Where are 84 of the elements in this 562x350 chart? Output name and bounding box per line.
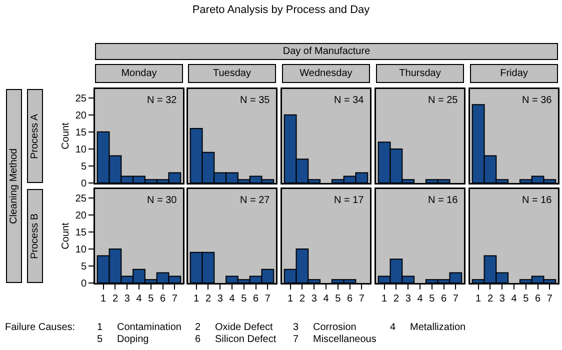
- x-tick-label: 6: [160, 294, 166, 304]
- x-tick-label: 1: [194, 294, 200, 304]
- x-tick-label: 1: [476, 294, 482, 304]
- chart-title: Thursday: [376, 64, 464, 83]
- text: Doping: [117, 334, 149, 345]
- chart-title: Monday: [95, 64, 183, 83]
- text: Corrosion: [313, 322, 356, 333]
- x-tick-label: 3: [124, 294, 130, 304]
- text: 1: [97, 322, 103, 333]
- text: 2: [195, 322, 201, 333]
- y-axis-title: Count: [60, 222, 72, 250]
- x-tick-label: 6: [253, 294, 259, 304]
- x-tick-label: 2: [393, 294, 400, 304]
- annotation: N = 35: [240, 95, 270, 106]
- x-tick-label: 7: [452, 294, 459, 304]
- x-tick-label: 1: [100, 294, 107, 304]
- x-tick-label: 7: [172, 294, 178, 304]
- x-tick-label: 4: [323, 294, 330, 304]
- annotation: N = 34: [334, 95, 364, 106]
- x-tick-label: 3: [311, 294, 318, 304]
- y-tick-label: 15: [75, 127, 87, 138]
- y-tick-label: 25: [75, 193, 87, 204]
- chart-title: Friday: [470, 64, 558, 83]
- x-tick-label: 7: [264, 294, 271, 304]
- annotation: N = 16: [428, 195, 458, 206]
- annotation: N = 16: [522, 195, 552, 206]
- text: Contamination: [117, 322, 182, 333]
- text: Cleaning Method: [6, 89, 22, 283]
- y-tick-label: 20: [75, 210, 87, 222]
- y-tick-label: 5: [80, 261, 87, 272]
- y-tick-label: 5: [80, 161, 87, 172]
- x-tick-label: 4: [511, 294, 518, 304]
- y-tick-label: 10: [75, 244, 87, 256]
- x-tick-label: 6: [535, 294, 541, 304]
- x-tick-label: 5: [148, 294, 154, 304]
- y-tick-label: 15: [75, 227, 87, 238]
- x-tick-label: 2: [299, 294, 306, 304]
- text: 3: [293, 322, 299, 333]
- text: Process A: [27, 89, 43, 183]
- text: Metallization: [410, 322, 466, 333]
- x-tick-label: 2: [205, 294, 212, 304]
- x-tick-label: 1: [382, 294, 388, 304]
- y-axis-title: Count: [60, 122, 72, 150]
- text: 4: [390, 322, 396, 333]
- text: Pareto Analysis by Process and Day: [191, 4, 371, 16]
- chart-title: Wednesday: [282, 64, 370, 83]
- y-tick-label: 0: [80, 278, 87, 290]
- x-tick-label: 6: [441, 294, 447, 304]
- annotation: N = 25: [428, 95, 458, 106]
- x-tick-label: 4: [229, 294, 236, 304]
- y-tick-label: 10: [75, 144, 87, 156]
- x-tick-label: 5: [429, 294, 436, 304]
- annotation: N = 32: [147, 95, 178, 106]
- x-tick-label: 3: [217, 294, 224, 304]
- chart-title: Tuesday: [188, 64, 276, 83]
- x-tick-label: 5: [241, 294, 248, 304]
- text: 7: [293, 334, 299, 345]
- x-tick-label: 4: [417, 294, 424, 304]
- x-tick-label: 2: [112, 294, 118, 304]
- text: Oxide Defect: [215, 322, 273, 333]
- text: Process B: [27, 189, 43, 283]
- x-tick-label: 7: [358, 294, 365, 304]
- y-tick-label: 25: [75, 93, 87, 104]
- annotation: N = 17: [334, 195, 364, 206]
- x-tick-label: 1: [288, 294, 294, 304]
- x-tick-label: 5: [523, 294, 530, 304]
- text: Miscellaneous: [313, 334, 376, 345]
- annotation: N = 27: [240, 195, 270, 206]
- x-tick-label: 5: [335, 294, 342, 304]
- x-tick-label: 7: [546, 294, 553, 304]
- x-tick-label: 6: [347, 294, 353, 304]
- annotation: N = 30: [147, 195, 178, 206]
- text: Day of Manufacture: [95, 43, 558, 60]
- y-tick-label: 20: [75, 110, 87, 122]
- x-tick-label: 2: [487, 294, 494, 304]
- text: Failure Causes:: [5, 322, 76, 333]
- text: Silicon Defect: [215, 334, 276, 345]
- x-tick-label: 3: [499, 294, 506, 304]
- text: 5: [97, 334, 103, 345]
- annotation: N = 36: [522, 95, 552, 106]
- x-tick-label: 4: [136, 294, 142, 304]
- text: 6: [195, 334, 201, 345]
- y-tick-label: 0: [80, 178, 87, 190]
- x-tick-label: 3: [405, 294, 412, 304]
